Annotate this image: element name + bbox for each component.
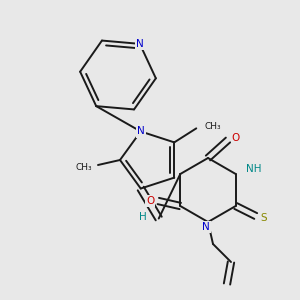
Text: N: N bbox=[137, 127, 145, 136]
Text: O: O bbox=[232, 133, 240, 143]
Text: N: N bbox=[136, 39, 144, 49]
Text: O: O bbox=[146, 196, 154, 206]
Text: H: H bbox=[139, 212, 147, 221]
Text: CH₃: CH₃ bbox=[204, 122, 221, 131]
Text: N: N bbox=[202, 222, 210, 232]
Text: CH₃: CH₃ bbox=[75, 163, 92, 172]
Text: NH: NH bbox=[246, 164, 261, 174]
Text: S: S bbox=[260, 213, 267, 223]
